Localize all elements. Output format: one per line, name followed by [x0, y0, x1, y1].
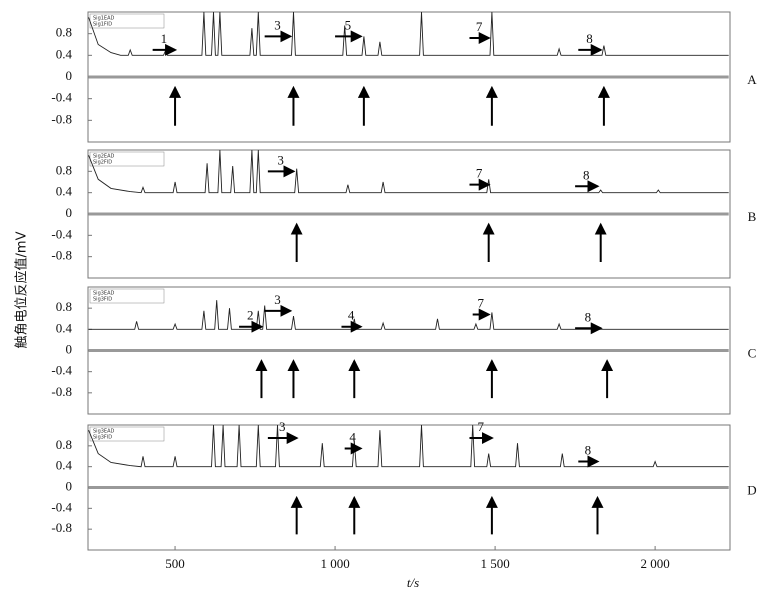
- y-tick-label: 0.8: [56, 25, 72, 40]
- annotation-label: 5: [345, 17, 352, 32]
- fid-trace: [88, 11, 729, 56]
- annotation-label: 7: [476, 19, 483, 34]
- legend-entry: Sig3EAD: [93, 291, 114, 297]
- annotation-label: 8: [585, 442, 592, 457]
- panel-label: C: [748, 345, 757, 360]
- annotation-label: 8: [585, 309, 592, 324]
- annotation-label: 3: [274, 292, 281, 307]
- annotation-label: 7: [476, 166, 483, 181]
- annotation-label: 2: [247, 308, 254, 323]
- annotation-label: 1: [161, 31, 168, 46]
- x-axis-label: t/s: [407, 575, 419, 590]
- x-tick-label: 1 500: [480, 556, 509, 571]
- y-tick-label: 0: [66, 68, 73, 83]
- y-tick-label: 0: [66, 341, 73, 356]
- y-tick-label: -0.4: [51, 226, 72, 241]
- annotation-label: 7: [477, 419, 484, 434]
- annotation-label: 3: [279, 419, 286, 434]
- legend-entry: Sig1EAD: [93, 16, 114, 22]
- y-tick-label: -0.8: [51, 111, 72, 126]
- legend-box: [89, 288, 165, 304]
- x-tick-label: 1 000: [320, 556, 349, 571]
- y-tick-label: 0.8: [56, 437, 72, 452]
- annotation-label: 4: [349, 429, 356, 444]
- panel-label: D: [747, 482, 756, 497]
- legend-entry: Sig1FID: [93, 22, 112, 28]
- y-tick-label: -0.8: [51, 248, 72, 263]
- y-tick-label: 0.8: [56, 162, 72, 177]
- annotation-label: 7: [477, 296, 484, 311]
- fid-trace: [88, 149, 729, 194]
- x-tick-label: 2 000: [640, 556, 669, 571]
- y-axis-label: 触角电位反应值/mV: [14, 231, 30, 348]
- y-tick-label: 0.4: [56, 458, 73, 473]
- y-tick-label: -0.4: [51, 363, 72, 378]
- y-tick-label: 0.4: [56, 184, 73, 199]
- y-tick-label: -0.8: [51, 384, 72, 399]
- y-tick-label: -0.4: [51, 499, 72, 514]
- legend-entry: Sig2FID: [93, 160, 112, 166]
- annotation-label: 3: [277, 152, 284, 167]
- legend-entry: Sig3FID: [93, 435, 112, 441]
- y-tick-label: 0: [66, 205, 73, 220]
- legend-entry: Sig3FID: [93, 297, 112, 303]
- y-tick-label: 0.4: [56, 46, 73, 61]
- fid-trace: [88, 300, 729, 330]
- panel-label: A: [747, 72, 757, 87]
- panel-label: B: [748, 209, 757, 224]
- annotation-label: 4: [348, 308, 355, 323]
- fid-trace: [88, 424, 729, 468]
- y-tick-label: -0.4: [51, 90, 72, 105]
- annotation-label: 8: [583, 167, 590, 182]
- y-tick-label: 0.8: [56, 299, 72, 314]
- legend-entry: Sig3EAD: [93, 429, 114, 435]
- y-tick-label: 0.4: [56, 320, 73, 335]
- legend-entry: Sig2EAD: [93, 154, 114, 160]
- annotation-label: 3: [274, 17, 281, 32]
- y-tick-label: -0.8: [51, 520, 72, 535]
- y-tick-label: 0: [66, 478, 73, 493]
- x-tick-label: 500: [165, 556, 185, 571]
- annotation-label: 8: [586, 31, 593, 46]
